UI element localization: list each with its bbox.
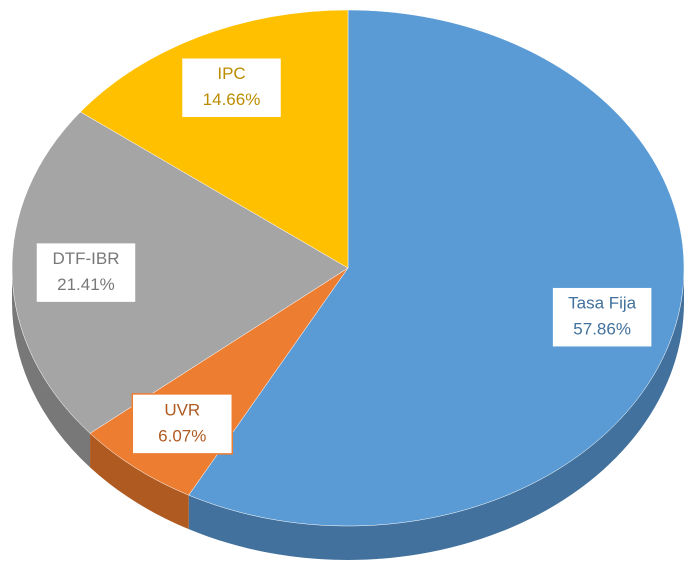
label-box bbox=[551, 286, 653, 348]
label-value: 21.41% bbox=[57, 275, 115, 294]
label-box bbox=[35, 241, 137, 304]
label-box bbox=[180, 56, 283, 119]
label-value: 6.07% bbox=[158, 426, 206, 445]
label-name: DTF-IBR bbox=[52, 249, 119, 268]
label-value: 14.66% bbox=[203, 90, 261, 109]
label-value: 57.86% bbox=[573, 320, 631, 339]
label-name: UVR bbox=[164, 400, 200, 419]
pie-slice bbox=[188, 9, 685, 527]
label-name: Tasa Fija bbox=[568, 294, 637, 313]
pie-side bbox=[188, 268, 684, 560]
pie-side bbox=[90, 433, 189, 530]
pie-side bbox=[11, 268, 91, 468]
label-box bbox=[131, 393, 234, 455]
pie-slice bbox=[11, 111, 349, 434]
label-name: IPC bbox=[217, 64, 245, 83]
